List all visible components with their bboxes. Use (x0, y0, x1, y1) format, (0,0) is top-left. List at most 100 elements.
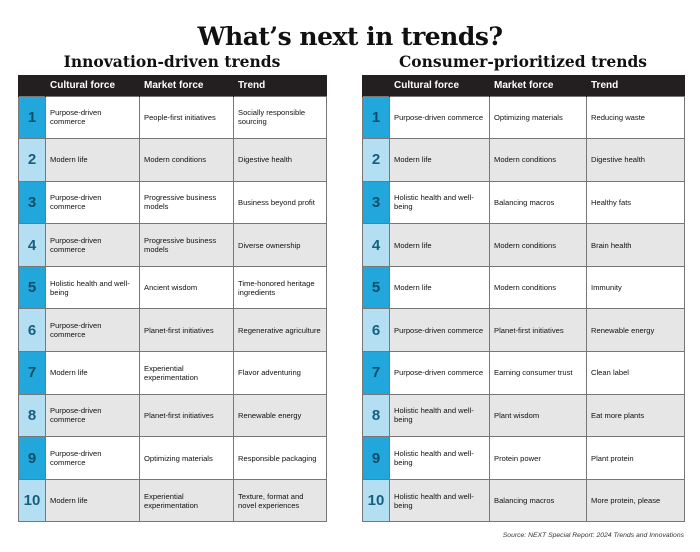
rank-number: 6 (18, 308, 46, 353)
rank-number: 4 (18, 223, 46, 267)
trend-cell: Flavor adventuring (233, 351, 327, 395)
market-force-cell: Ancient wisdom (139, 265, 234, 310)
consumer-table-body: 1 Purpose-driven commerce Optimizing mater… (362, 95, 685, 523)
rank-number: 3 (18, 180, 46, 225)
header-cultural-force: Cultural force (389, 75, 490, 96)
cultural-force-cell: Purpose-driven commerce (389, 351, 490, 395)
table-row: 4 Modern life Modern conditions Brain healt… (362, 223, 685, 267)
cultural-force-cell: Purpose-driven commerce (45, 95, 140, 140)
trend-cell: Immunity (586, 265, 685, 310)
trend-cell: Responsible packaging (233, 436, 327, 480)
cultural-force-cell: Purpose-driven commerce (389, 308, 490, 353)
cultural-force-cell: Modern life (389, 138, 490, 182)
market-force-cell: Planet-first initiatives (139, 308, 234, 353)
rank-number: 10 (362, 478, 390, 523)
table-row: 7 Modern life Experiential experimentation… (18, 351, 327, 395)
trend-cell: Business beyond profit (233, 180, 327, 225)
innovation-table: Cultural force Market force Trend 1 Purpo… (18, 75, 327, 523)
cultural-force-cell: Purpose-driven commerce (389, 95, 490, 140)
innovation-panel: Innovation-driven trends Cultural force … (18, 52, 327, 523)
trend-cell: Reducing waste (586, 95, 685, 140)
table-row: 6 Purpose-driven commerce Planet-first ini… (362, 308, 685, 353)
table-row: 8 Purpose-driven commerce Planet-first ini… (18, 393, 327, 438)
market-force-cell: Modern conditions (489, 223, 587, 267)
header-market-force: Market force (139, 75, 234, 96)
rank-number: 8 (18, 393, 46, 438)
market-force-cell: Modern conditions (139, 138, 234, 182)
market-force-cell: Planet-first initiatives (489, 308, 587, 353)
header-trend: Trend (586, 75, 685, 96)
table-row: 1 Purpose-driven commerce People-first ini… (18, 95, 327, 140)
trend-cell: Time-honored heritage ingredients (233, 265, 327, 310)
trend-cell: Healthy fats (586, 180, 685, 225)
cultural-force-cell: Holistic health and well-being (389, 436, 490, 480)
trend-cell: Digestive health (586, 138, 685, 182)
trend-cell: Texture, format and novel experiences (233, 478, 327, 523)
market-force-cell: Modern conditions (489, 265, 587, 310)
table-row: 7 Purpose-driven commerce Earning consumer… (362, 351, 685, 395)
cultural-force-cell: Modern life (45, 478, 140, 523)
table-row: 5 Holistic health and well-being Ancient w… (18, 265, 327, 310)
header-trend: Trend (233, 75, 327, 96)
table-row: 9 Purpose-driven commerce Optimizing mater… (18, 436, 327, 480)
cultural-force-cell: Modern life (389, 265, 490, 310)
rank-number: 7 (362, 351, 390, 395)
trend-cell: Clean label (586, 351, 685, 395)
cultural-force-cell: Purpose-driven commerce (45, 436, 140, 480)
rank-number: 1 (362, 95, 390, 140)
rank-number: 2 (362, 138, 390, 182)
table-row: 8 Holistic health and well-being Plant wis… (362, 393, 685, 438)
cultural-force-cell: Modern life (45, 351, 140, 395)
rank-number: 5 (362, 265, 390, 310)
rank-number: 9 (18, 436, 46, 480)
rank-number: 5 (18, 265, 46, 310)
header-number (18, 75, 46, 96)
market-force-cell: Progressive business models (139, 180, 234, 225)
market-force-cell: Experiential experimentation (139, 478, 234, 523)
cultural-force-cell: Holistic health and well-being (389, 478, 490, 523)
table-row: 9 Holistic health and well-being Protein p… (362, 436, 685, 480)
rank-number: 2 (18, 138, 46, 182)
cultural-force-cell: Holistic health and well-being (389, 393, 490, 438)
page-title: What’s next in trends? (197, 22, 503, 51)
table-row: 3 Holistic health and well-being Balancing… (362, 180, 685, 225)
market-force-cell: Optimizing materials (489, 95, 587, 140)
table-header-row: Cultural force Market force Trend (362, 75, 685, 96)
cultural-force-cell: Purpose-driven commerce (45, 393, 140, 438)
market-force-cell: Balancing macros (489, 478, 587, 523)
header-market-force: Market force (489, 75, 587, 96)
market-force-cell: People-first initiatives (139, 95, 234, 140)
rank-number: 7 (18, 351, 46, 395)
trend-cell: Eat more plants (586, 393, 685, 438)
table-row: 2 Modern life Modern conditions Digestive h… (362, 138, 685, 182)
trend-cell: More protein, please (586, 478, 685, 523)
market-force-cell: Optimizing materials (139, 436, 234, 480)
cultural-force-cell: Holistic health and well-being (45, 265, 140, 310)
trend-cell: Renewable energy (233, 393, 327, 438)
consumer-heading: Consumer-prioritized trends (398, 52, 648, 71)
consumer-table: Cultural force Market force Trend 1 Purpo… (362, 75, 685, 523)
innovation-heading: Innovation-driven trends (63, 52, 281, 71)
trend-cell: Plant protein (586, 436, 685, 480)
table-row: 5 Modern life Modern conditions Immunity (362, 265, 685, 310)
rank-number: 8 (362, 393, 390, 438)
table-row: 6 Purpose-driven commerce Planet-first ini… (18, 308, 327, 353)
rank-number: 9 (362, 436, 390, 480)
market-force-cell: Plant wisdom (489, 393, 587, 438)
rank-number: 4 (362, 223, 390, 267)
cultural-force-cell: Purpose-driven commerce (45, 180, 140, 225)
cultural-force-cell: Purpose-driven commerce (45, 308, 140, 353)
market-force-cell: Balancing macros (489, 180, 587, 225)
trend-cell: Brain health (586, 223, 685, 267)
cultural-force-cell: Purpose-driven commerce (45, 223, 140, 267)
market-force-cell: Earning consumer trust (489, 351, 587, 395)
trend-cell: Socially responsible sourcing (233, 95, 327, 140)
header-cultural-force: Cultural force (45, 75, 140, 96)
market-force-cell: Planet-first initiatives (139, 393, 234, 438)
source-note: Source: NEXT Special Report: 2024 Trends… (502, 532, 684, 539)
table-row: 2 Modern life Modern conditions Digestive h… (18, 138, 327, 182)
cultural-force-cell: Modern life (45, 138, 140, 182)
header-number (362, 75, 390, 96)
trend-cell: Digestive health (233, 138, 327, 182)
market-force-cell: Progressive business models (139, 223, 234, 267)
